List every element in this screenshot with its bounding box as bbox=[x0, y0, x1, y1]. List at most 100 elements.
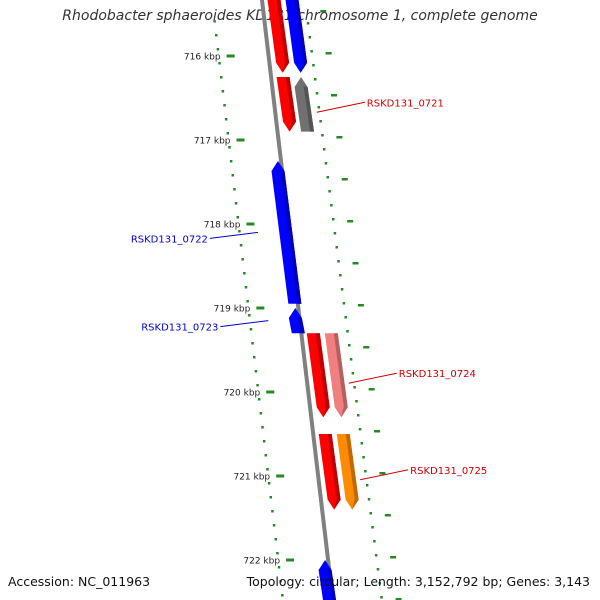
inner-scale-dot bbox=[253, 356, 256, 359]
inner-scale-dot bbox=[269, 496, 273, 499]
outer-scale-tick bbox=[325, 52, 332, 55]
gene-arrow-g-top-blue[interactable] bbox=[285, 0, 308, 73]
inner-scale-dot bbox=[264, 454, 268, 457]
inner-scale-dot bbox=[239, 244, 243, 247]
gene-arrow-g-0724[interactable] bbox=[324, 333, 348, 418]
outer-scale-dot bbox=[306, 22, 310, 25]
gene-label-leader bbox=[209, 231, 258, 239]
gene-arrow-g-0725[interactable] bbox=[336, 434, 359, 510]
outer-scale-dot bbox=[365, 484, 369, 487]
gene-label-g-0722[interactable]: RSKD131_0722 bbox=[131, 234, 208, 245]
outer-scale-dot bbox=[308, 36, 312, 39]
inner-scale-dot bbox=[241, 258, 244, 261]
inner-scale-dot bbox=[213, 20, 216, 23]
gene-label-g-0724[interactable]: RSKD131_0724 bbox=[399, 369, 476, 380]
accession-text: Accession: NC_011963 bbox=[8, 574, 151, 589]
outer-scale-dot bbox=[360, 442, 364, 445]
gene-label-g-0723[interactable]: RSKD131_0723 bbox=[141, 323, 218, 334]
outer-scale-dot bbox=[319, 120, 322, 123]
outer-scale-tick bbox=[363, 346, 370, 349]
inner-scale-dot bbox=[246, 300, 249, 303]
scale-ticks: 716 kbp 717 kbp 718 kbp 719 kbp 720 kbp 721 k… bbox=[184, 53, 295, 567]
gene-label-leader bbox=[360, 469, 409, 481]
outer-scale-dot bbox=[339, 274, 342, 277]
outer-scale-dot bbox=[358, 428, 362, 431]
inner-scale-dot bbox=[276, 552, 279, 555]
inner-scale-dot bbox=[228, 146, 231, 149]
gene-label-g-0721[interactable]: RSKD131_0721 bbox=[367, 98, 444, 109]
genome-summary-text: Topology: circular; Length: 3,152,792 bp… bbox=[246, 574, 590, 589]
outer-scale-dot bbox=[312, 64, 315, 67]
inner-scale-dot bbox=[236, 216, 239, 219]
scale-tick-mark bbox=[256, 306, 265, 310]
outer-scale-dot bbox=[369, 512, 373, 515]
inner-scale-dot bbox=[221, 90, 225, 93]
scale-tick-label: 716 kbp bbox=[184, 53, 221, 63]
outer-scale-dot bbox=[313, 78, 317, 81]
outer-scale-tick bbox=[347, 220, 354, 223]
outer-scale-dot bbox=[353, 386, 356, 389]
outer-scale-dot bbox=[362, 456, 365, 459]
gene-arrow-g-0725a[interactable] bbox=[318, 434, 341, 510]
inner-scale-dot bbox=[259, 412, 263, 415]
outer-scale-dot bbox=[321, 134, 324, 137]
gene-label-g-0725[interactable]: RSKD131_0725 bbox=[410, 466, 487, 477]
inner-scale-dot bbox=[229, 160, 233, 163]
outer-scale-tick bbox=[390, 556, 397, 559]
outer-scale-dot bbox=[330, 204, 333, 207]
inner-scale-dot bbox=[254, 370, 258, 373]
inner-scale-dot bbox=[248, 314, 251, 317]
gene-arrow-g-top-red[interactable] bbox=[267, 0, 290, 73]
scale-tick-label: 718 kbp bbox=[204, 221, 241, 231]
scale-tick-mark bbox=[286, 558, 295, 562]
inner-scale-dot bbox=[274, 538, 277, 541]
outer-scale-tick bbox=[368, 388, 375, 391]
outer-scale-dot bbox=[376, 568, 380, 571]
outer-scale-dot bbox=[346, 330, 349, 333]
outer-scale-dot bbox=[326, 176, 330, 179]
scale-tick-label: 721 kbp bbox=[233, 473, 270, 483]
outer-scale-dot bbox=[364, 470, 367, 473]
gene-arrow-g-0721[interactable] bbox=[294, 77, 315, 132]
gene-arrow-g-0724a[interactable] bbox=[306, 333, 330, 418]
gene-label-leader bbox=[220, 320, 269, 328]
gene-arrow-g-0721a[interactable] bbox=[276, 77, 297, 132]
gene-arrow-g-bottom-blue[interactable] bbox=[318, 560, 338, 600]
outer-scale-tick bbox=[336, 136, 343, 139]
outer-scale-dot bbox=[310, 50, 313, 53]
inner-scale-dot bbox=[218, 62, 221, 65]
inner-scale-dot bbox=[279, 580, 282, 583]
outer-scale-dot bbox=[331, 218, 335, 221]
outer-scale-tick bbox=[384, 514, 391, 517]
inner-scale-dot bbox=[262, 440, 266, 443]
outer-scale-dot bbox=[315, 92, 319, 95]
gene-arrow-g-0723[interactable] bbox=[288, 308, 305, 334]
inner-scale-dot bbox=[251, 342, 254, 345]
outer-scale-tick bbox=[331, 94, 338, 97]
inner-scale-dot bbox=[266, 468, 269, 471]
outer-scale-dot bbox=[333, 232, 337, 235]
outer-scale-tick bbox=[395, 598, 402, 600]
gene-arrow-g-0722[interactable] bbox=[271, 161, 302, 304]
outer-scale-dot bbox=[340, 288, 344, 291]
gene-labels: RSKD131_0721 RSKD131_0722 RSKD131_0723 RSKD… bbox=[131, 98, 487, 481]
scale-tick-mark bbox=[276, 474, 285, 478]
outer-scale-tick bbox=[320, 10, 327, 13]
scale-tick-label: 720 kbp bbox=[224, 389, 261, 399]
scale-tick-mark bbox=[246, 222, 255, 226]
outer-scale-dot bbox=[380, 596, 383, 599]
inner-scale-dot bbox=[238, 230, 241, 233]
inner-scale-dot bbox=[216, 48, 220, 51]
outer-scale-dot bbox=[317, 106, 321, 109]
inner-scale-dot bbox=[249, 328, 253, 331]
genes bbox=[267, 0, 359, 600]
scale-tick-mark bbox=[226, 54, 235, 58]
outer-scale-dot bbox=[328, 190, 331, 193]
outer-scale-dot bbox=[371, 526, 374, 529]
outer-scale-tick bbox=[379, 472, 386, 475]
inner-scale-dot bbox=[215, 34, 218, 37]
inner-scale-dot bbox=[256, 384, 259, 387]
outer-scale-dot bbox=[349, 358, 353, 361]
